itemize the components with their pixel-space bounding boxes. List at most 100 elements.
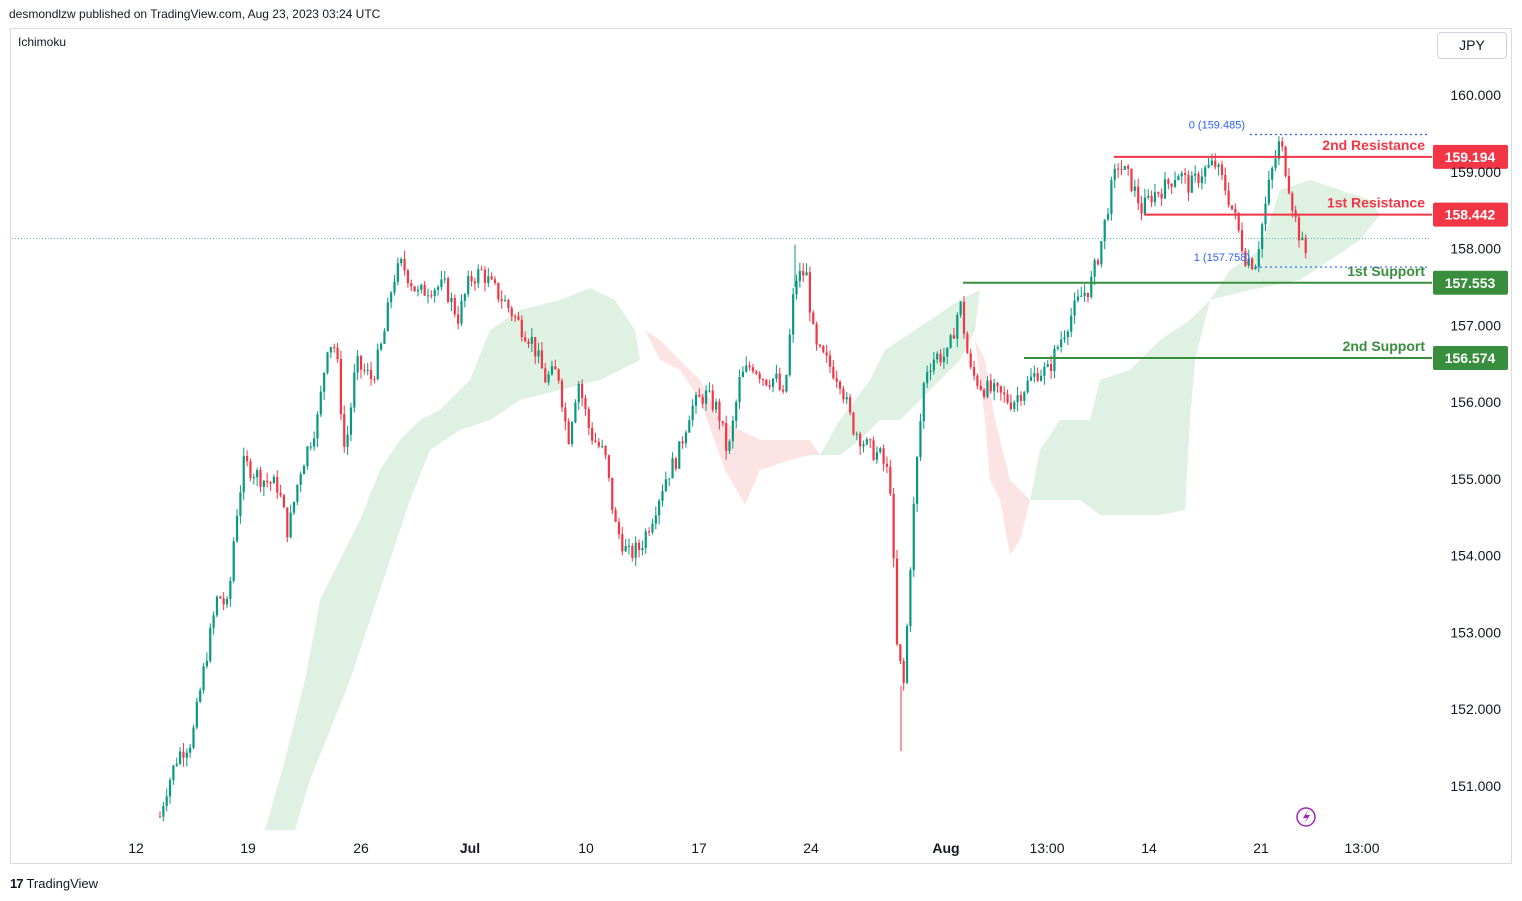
candle-body — [939, 353, 942, 363]
candle-body — [249, 461, 252, 479]
candle-body — [725, 423, 728, 451]
candle-body — [634, 542, 637, 558]
candle-body — [544, 368, 547, 383]
candle-body — [828, 355, 832, 367]
candle-body — [547, 374, 550, 383]
candle-body — [406, 270, 409, 284]
candle-body — [597, 441, 600, 447]
footer-brand[interactable]: TradingView — [26, 876, 99, 891]
candle-body — [483, 269, 487, 283]
candle-body — [356, 355, 359, 373]
candle-body — [400, 258, 403, 264]
candle-body — [1180, 173, 1183, 177]
y-tick-8: 152.000 — [1450, 701, 1501, 717]
candle-body — [929, 370, 932, 372]
candle-body — [631, 545, 634, 558]
candle-body — [627, 545, 631, 547]
price-axis: 160.000 159.000 158.000 157.000 156.000 155.0… — [1450, 87, 1501, 794]
candle-body — [222, 598, 225, 605]
candle-body — [808, 272, 811, 313]
candle-body — [671, 458, 674, 479]
candle-body — [189, 747, 192, 753]
level-value-3: 156.574 — [1445, 350, 1496, 366]
candle-body — [527, 341, 530, 345]
y-tick-5: 155.000 — [1450, 471, 1501, 487]
candle-body — [792, 294, 795, 335]
candle-body — [1244, 250, 1247, 266]
candle-body — [658, 500, 661, 516]
candle-body — [1247, 258, 1250, 266]
candle-body — [259, 470, 262, 487]
candle-body — [1291, 193, 1294, 211]
candle-body — [326, 352, 329, 373]
candle-body — [212, 615, 215, 628]
candle-body — [1120, 168, 1123, 170]
indicator-label: Ichimoku — [18, 35, 67, 49]
candle-body — [735, 402, 738, 421]
candle-body — [413, 286, 416, 292]
candle-body — [1093, 260, 1096, 277]
candle-body — [570, 422, 574, 444]
candle-body — [748, 365, 751, 368]
candle-body — [986, 380, 989, 397]
candle-body — [979, 385, 982, 390]
candle-body — [467, 276, 470, 295]
candle-body — [892, 493, 895, 559]
candle-body — [1019, 395, 1023, 401]
candle-body — [175, 763, 178, 766]
level-value-2: 157.553 — [1445, 275, 1496, 291]
candle-body — [426, 295, 430, 297]
chart-frame — [10, 28, 1512, 864]
candle-body — [581, 384, 584, 399]
candle-body — [835, 378, 838, 382]
candle-body — [798, 270, 801, 281]
candle-body — [172, 765, 175, 781]
time-axis: 12 19 26 Jul 10 17 24 Aug 13:00 14 21 13:00 — [128, 840, 1380, 856]
candle-body — [815, 324, 818, 345]
candle-body — [410, 283, 413, 287]
candle-body — [1210, 160, 1213, 165]
candle-body — [289, 512, 292, 538]
candle-body — [617, 521, 621, 535]
candle-body — [436, 287, 440, 290]
candle-body — [838, 381, 842, 389]
candle-body — [302, 465, 306, 475]
candle-body — [966, 333, 969, 354]
candle-body — [681, 441, 684, 444]
candle-body — [882, 448, 885, 464]
candle-body — [1227, 190, 1230, 206]
candle-body — [899, 644, 902, 662]
candle-body — [1096, 260, 1100, 265]
candle-body — [654, 515, 657, 524]
candle-body — [520, 319, 523, 338]
candle-body — [691, 405, 694, 421]
candle-body — [1086, 292, 1090, 298]
candle-body — [755, 371, 758, 374]
candle-body — [694, 394, 698, 406]
candle-body — [346, 434, 349, 447]
candle-body — [989, 380, 992, 392]
candle-body — [457, 314, 460, 324]
candle-body — [487, 276, 490, 283]
candle-body — [942, 356, 945, 363]
candle-body — [1063, 337, 1066, 340]
candle-body — [1267, 179, 1270, 204]
candle-body — [199, 690, 202, 702]
currency-button[interactable]: JPY — [1437, 32, 1507, 59]
candle-body — [1029, 376, 1033, 381]
candle-body — [768, 385, 771, 387]
y-tick-3: 157.000 — [1450, 317, 1501, 333]
candle-body — [396, 263, 399, 282]
candle-body — [972, 367, 976, 376]
candle-body — [788, 334, 791, 375]
candle-body — [1157, 192, 1160, 194]
candle-body — [403, 258, 406, 271]
candle-body — [624, 546, 627, 552]
candle-body — [741, 371, 744, 378]
candle-body — [976, 375, 979, 386]
candle-body — [825, 352, 828, 356]
candle-body — [339, 358, 342, 415]
candle-body — [185, 752, 188, 758]
cloud-bear-2 — [975, 340, 1030, 555]
